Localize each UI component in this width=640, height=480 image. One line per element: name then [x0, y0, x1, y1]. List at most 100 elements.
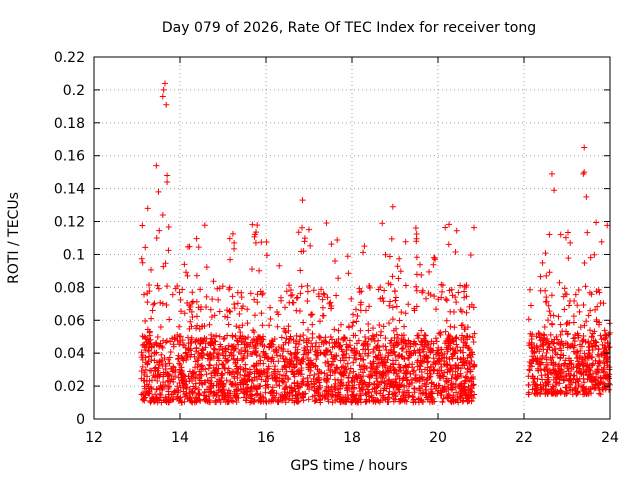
- data-point: [411, 347, 418, 354]
- data-point: [443, 317, 450, 324]
- data-point: [546, 388, 553, 395]
- data-point: [186, 243, 193, 250]
- data-point: [187, 340, 194, 347]
- data-point: [302, 347, 309, 354]
- data-point: [183, 386, 190, 393]
- data-point: [227, 256, 234, 263]
- data-point: [463, 282, 470, 289]
- data-point: [543, 350, 550, 357]
- data-point: [324, 294, 331, 301]
- data-point: [364, 386, 371, 393]
- data-point: [438, 346, 445, 353]
- data-point: [156, 227, 163, 234]
- data-point: [225, 387, 232, 394]
- data-point: [268, 372, 275, 379]
- data-point: [246, 343, 253, 350]
- data-point: [584, 390, 591, 397]
- data-point: [406, 392, 413, 399]
- data-point: [163, 302, 170, 309]
- data-point: [553, 333, 560, 340]
- data-point: [323, 388, 330, 395]
- data-point: [288, 385, 295, 392]
- data-point: [292, 353, 299, 360]
- data-point: [337, 369, 344, 376]
- data-point: [395, 275, 402, 282]
- data-point: [222, 313, 229, 320]
- data-point: [260, 349, 267, 356]
- data-point: [273, 349, 280, 356]
- data-point: [293, 340, 300, 347]
- data-point: [190, 374, 197, 381]
- data-point: [387, 349, 394, 356]
- data-point: [257, 398, 264, 405]
- data-point: [556, 279, 563, 286]
- data-point: [196, 380, 203, 387]
- data-point: [525, 391, 532, 398]
- x-tick-label: 24: [601, 430, 619, 446]
- data-point: [526, 358, 533, 365]
- data-point: [362, 307, 369, 314]
- data-point: [439, 387, 446, 394]
- data-point: [536, 331, 543, 338]
- data-point: [560, 361, 567, 368]
- data-point: [178, 399, 185, 406]
- data-point: [344, 386, 351, 393]
- data-point: [146, 347, 153, 354]
- data-point: [529, 373, 536, 380]
- data-point: [276, 262, 283, 269]
- data-point: [279, 366, 286, 373]
- data-point: [198, 372, 205, 379]
- data-point: [374, 383, 381, 390]
- data-point: [416, 362, 423, 369]
- data-point: [408, 376, 415, 383]
- data-point: [457, 388, 464, 395]
- data-point: [413, 254, 420, 261]
- data-point: [159, 357, 166, 364]
- data-point: [259, 322, 266, 329]
- data-point: [555, 313, 562, 320]
- data-point: [447, 323, 454, 330]
- data-point: [402, 342, 409, 349]
- data-point: [450, 337, 457, 344]
- x-tick-label: 20: [429, 430, 447, 446]
- data-point: [157, 299, 164, 306]
- data-point: [447, 366, 454, 373]
- data-point: [190, 383, 197, 390]
- data-point: [253, 336, 260, 343]
- data-point: [439, 351, 446, 358]
- data-point: [216, 396, 223, 403]
- data-point: [154, 282, 161, 289]
- data-point: [595, 381, 602, 388]
- data-point: [423, 381, 430, 388]
- x-tick-label: 16: [257, 430, 275, 446]
- data-point: [581, 379, 588, 386]
- data-point: [575, 358, 582, 365]
- data-point: [355, 397, 362, 404]
- data-point: [458, 308, 465, 315]
- data-point: [372, 388, 379, 395]
- data-point: [454, 396, 461, 403]
- data-point: [183, 269, 190, 276]
- data-point: [148, 386, 155, 393]
- data-point: [366, 284, 373, 291]
- data-point: [153, 394, 160, 401]
- data-point: [453, 227, 460, 234]
- data-point: [151, 349, 158, 356]
- data-point: [238, 338, 245, 345]
- data-point: [239, 322, 246, 329]
- data-point: [148, 357, 155, 364]
- data-point: [337, 342, 344, 349]
- data-point: [582, 354, 589, 361]
- data-point: [587, 254, 594, 261]
- data-point: [203, 304, 210, 311]
- data-point: [187, 346, 194, 353]
- data-point: [144, 360, 151, 367]
- data-point: [556, 345, 563, 352]
- data-point: [409, 393, 416, 400]
- data-point: [567, 239, 574, 246]
- data-point: [560, 368, 567, 375]
- data-point: [565, 255, 572, 262]
- data-point: [139, 222, 146, 229]
- data-point: [211, 346, 218, 353]
